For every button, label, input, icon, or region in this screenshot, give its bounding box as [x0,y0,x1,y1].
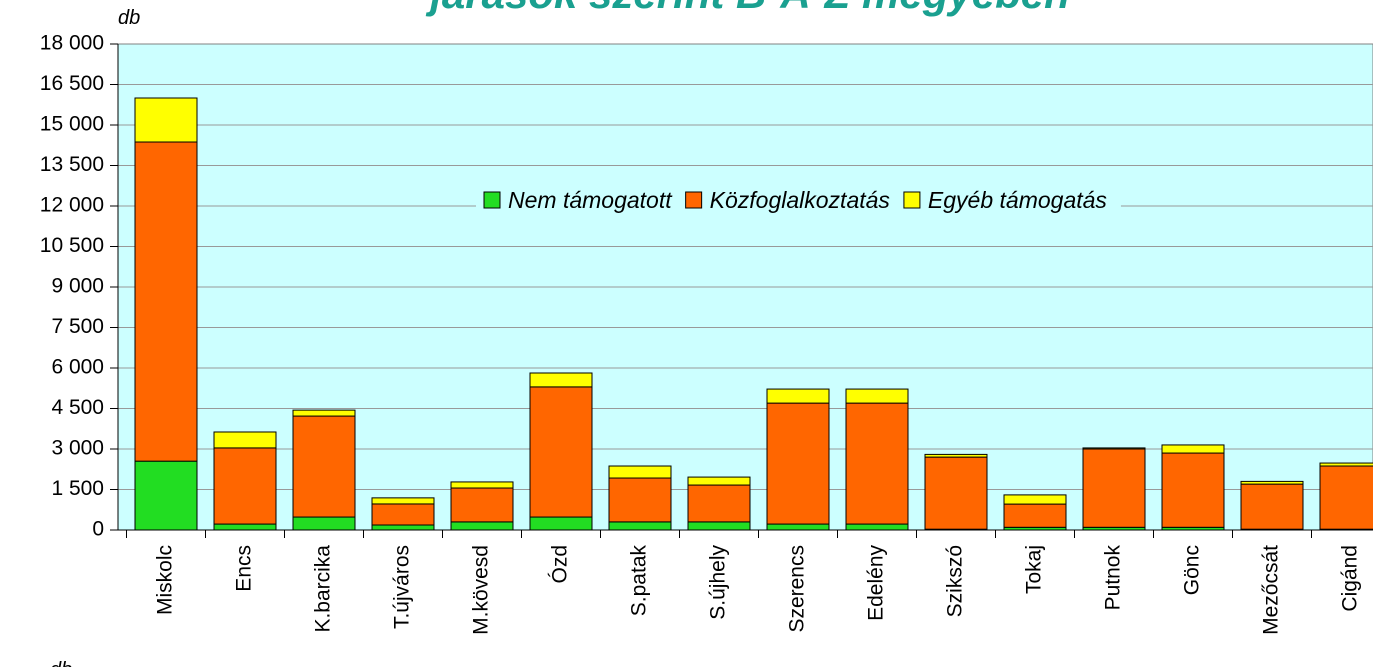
legend-label: Közfoglalkoztatás [710,187,891,213]
x-tick-label: Miskolc [154,545,177,615]
bar-segment [134,141,198,462]
y-tick-label: 18 000 [40,32,104,55]
y-tick-label: 6 000 [51,356,104,379]
bar-segment [766,402,830,525]
y-tick-label: 13 500 [40,153,104,176]
legend-label: Nem támogatott [508,187,673,213]
x-tick-label: S.újhely [707,545,730,620]
bar-segment [529,372,593,388]
legend-swatch [483,191,501,209]
y-tick-label: 15 000 [40,113,104,136]
bar-segment [845,388,909,404]
x-tick-label: Cigánd [1339,545,1362,612]
bar-segment [924,453,988,458]
y-tick-label: 0 [92,518,104,541]
bar-segment [371,503,435,526]
bar-segment [213,523,277,531]
y-tick-label: 1 500 [51,477,104,500]
y-tick-label: 9 000 [51,275,104,298]
x-tick-label: Gönc [1181,545,1204,595]
bar-segment [134,97,198,143]
bar-segment [371,497,435,505]
bar-segment [608,465,672,479]
bar-segment [1240,480,1304,485]
x-tick-label: Szerencs [786,545,809,633]
y-tick-label: 4 500 [51,396,104,419]
legend-label: Egyéb támogatás [928,187,1108,213]
bar-segment [450,521,514,531]
bar-segment [292,415,356,518]
y-tick-label: 7 500 [51,315,104,338]
x-tick-label: Putnok [1102,545,1125,611]
bar-segment [608,521,672,531]
y-tick-label: 10 500 [40,234,104,257]
bar-segment [608,477,672,523]
legend-swatch [903,191,921,209]
x-tick-label: Tokaj [1023,545,1046,594]
bar-segment [1319,465,1373,530]
bar-segment [213,431,277,449]
bar-segment [1240,483,1304,530]
legend-box [476,184,1121,218]
x-tick-label: Mezőcsát [1260,545,1283,635]
bar-segment [924,456,988,530]
x-tick-label: Edelény [865,545,888,621]
bar-segment [450,481,514,489]
x-tick-label: Ózd [549,545,572,584]
legend-swatch [685,191,703,209]
x-tick-label: M.kövesd [470,545,493,635]
bar-segment [1082,448,1146,528]
bar-segment [1003,503,1067,528]
x-tick-label: S.patak [628,545,651,617]
bar-segment [845,523,909,531]
x-tick-label: Szikszó [944,545,967,617]
bar-segment [766,523,830,531]
y-tick-label: 12 000 [40,194,104,217]
bar-segment [529,516,593,531]
bar-segment [1161,452,1225,528]
bar-segment [687,521,751,531]
y-tick-label: 3 000 [51,437,104,460]
bar-segment [845,402,909,525]
chart-title: járások szerint B-A-Z megyében [425,0,1070,17]
bar-segment [292,409,356,417]
bar-segment [687,476,751,486]
x-tick-label: T.újváros [391,545,414,629]
bar-segment [1161,444,1225,454]
bar-segment [529,386,593,518]
bar-segment [1003,494,1067,505]
bar-segment [1319,462,1373,467]
bar-segment [371,524,435,531]
legend: Nem támogatott Közfoglalkoztatás Egyéb tám… [476,184,1121,218]
bar-segment [292,516,356,531]
x-tick-label: Encs [233,545,256,592]
x-tick-label: K.barcika [312,545,335,633]
y-axis-label: db [118,7,140,29]
bar-segment [766,388,830,404]
bar-segment [450,487,514,523]
bar-segment [213,447,277,525]
bar-segment [134,460,198,531]
y-tick-label: 16 500 [40,72,104,95]
bar-segment [1082,447,1146,450]
annotation: db [50,659,72,667]
bar-segment [687,484,751,523]
